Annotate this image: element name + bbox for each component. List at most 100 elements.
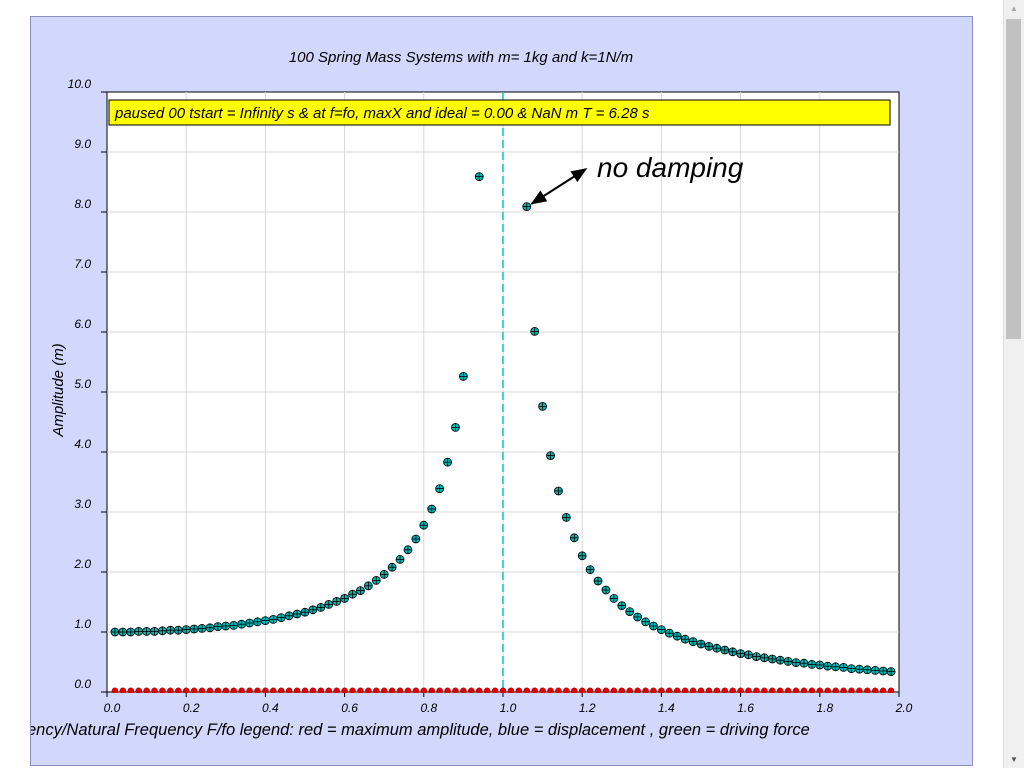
data-point: [253, 617, 262, 627]
max-amplitude-point: [507, 687, 515, 693]
data-point: [356, 586, 365, 595]
x-axis-label: ency/Natural Frequency F/fo legend: red …: [31, 721, 810, 739]
data-point: [744, 650, 753, 660]
data-point: [110, 627, 120, 637]
data-point: [443, 457, 452, 467]
data-point: [530, 326, 540, 336]
max-amplitude-point: [404, 687, 412, 693]
scroll-down-icon[interactable]: ▼: [1010, 755, 1018, 764]
data-point: [150, 627, 159, 636]
data-point: [379, 570, 389, 579]
max-amplitude-point: [864, 687, 871, 693]
data-point: [807, 660, 817, 669]
max-amplitude-point: [349, 687, 356, 693]
y-axis: 0.0 1.0 2.0 3.0 4.0 5.0 6.0 7.0 8.0 9.0 10.0: [68, 77, 107, 693]
max-amplitude-point: [428, 687, 435, 693]
data-point: [641, 617, 650, 627]
data-point: [165, 625, 175, 635]
max-amplitude-point: [776, 687, 784, 693]
max-amplitude-point: [159, 687, 166, 693]
max-amplitude-point: [365, 687, 372, 693]
max-amplitude-point: [705, 687, 713, 693]
max-amplitude-point: [444, 687, 451, 693]
data-point: [680, 634, 690, 644]
max-amplitude-point: [697, 687, 705, 693]
max-amplitude-point: [388, 687, 396, 693]
data-point: [324, 600, 334, 609]
data-point: [300, 607, 310, 617]
data-point: [213, 622, 223, 631]
data-point: [712, 643, 722, 653]
data-point: [609, 594, 619, 603]
max-amplitude-point: [277, 687, 285, 693]
max-amplitude-point: [800, 687, 808, 693]
data-point: [332, 597, 342, 606]
data-point: [237, 619, 247, 629]
status-bar: [108, 99, 891, 126]
vertical-scrollbar[interactable]: ▲ ▼: [1003, 0, 1024, 768]
data-point: [173, 625, 183, 635]
max-amplitude-point: [610, 687, 618, 693]
max-amplitude-point: [325, 687, 333, 693]
data-point: [221, 621, 231, 631]
data-point: [189, 624, 199, 634]
data-point: [767, 654, 777, 664]
data-point: [348, 589, 357, 599]
max-amplitude-point: [468, 687, 475, 693]
y-tick-label: 7.0: [74, 257, 91, 271]
max-amplitude-point: [515, 687, 523, 693]
data-point: [126, 627, 136, 637]
max-amplitude-point: [832, 687, 839, 693]
data-point: [292, 609, 302, 619]
data-point: [815, 660, 825, 670]
max-amplitude-point: [666, 687, 673, 693]
data-point: [720, 645, 730, 655]
max-amplitude-point: [190, 687, 198, 693]
data-point: [839, 663, 848, 672]
max-amplitude-point: [380, 687, 388, 693]
x-tick-label: 0.0: [104, 701, 121, 715]
max-amplitude-point: [713, 687, 721, 693]
max-amplitude-point: [769, 687, 776, 693]
max-amplitude-point: [824, 687, 831, 693]
data-point: [554, 486, 563, 496]
max-amplitude-point: [238, 687, 245, 693]
y-tick-label: 9.0: [74, 137, 91, 151]
max-amplitude-point: [761, 687, 768, 693]
data-point: [791, 658, 801, 667]
max-amplitude-point: [737, 687, 744, 693]
y-tick-label: 5.0: [74, 377, 91, 391]
max-amplitude-point: [658, 687, 665, 693]
max-amplitude-point: [555, 687, 562, 693]
x-tick-label: 0.4: [262, 701, 279, 715]
data-point: [340, 594, 350, 603]
x-tick-label: 1.0: [500, 701, 517, 715]
data-point: [688, 637, 698, 646]
max-amplitude-point: [483, 687, 491, 693]
y-tick-label: 10.0: [68, 77, 92, 91]
data-point: [371, 576, 381, 585]
data-point: [435, 484, 445, 494]
max-amplitude-point: [436, 687, 443, 693]
chart-applet: 100 Spring Mass Systems with m= 1kg and …: [30, 16, 973, 766]
data-point: [855, 664, 864, 674]
data-point: [870, 666, 880, 675]
scroll-thumb[interactable]: [1006, 19, 1021, 339]
max-amplitude-point: [111, 687, 119, 693]
max-amplitude-point: [586, 687, 594, 693]
data-point: [847, 664, 856, 673]
data-point: [752, 652, 761, 661]
data-point: [403, 545, 413, 555]
max-amplitude-point: [563, 687, 570, 693]
data-point: [633, 612, 643, 622]
data-point: [546, 451, 555, 461]
max-amplitude-point: [618, 687, 626, 693]
data-point: [886, 667, 896, 676]
max-amplitude-point: [262, 687, 269, 693]
scroll-up-icon[interactable]: ▲: [1010, 4, 1018, 13]
max-amplitude-point: [317, 687, 325, 693]
max-amplitude-point: [879, 687, 887, 693]
x-tick-label: 1.8: [816, 701, 833, 715]
data-point: [704, 642, 714, 651]
max-amplitude-point: [475, 687, 483, 693]
